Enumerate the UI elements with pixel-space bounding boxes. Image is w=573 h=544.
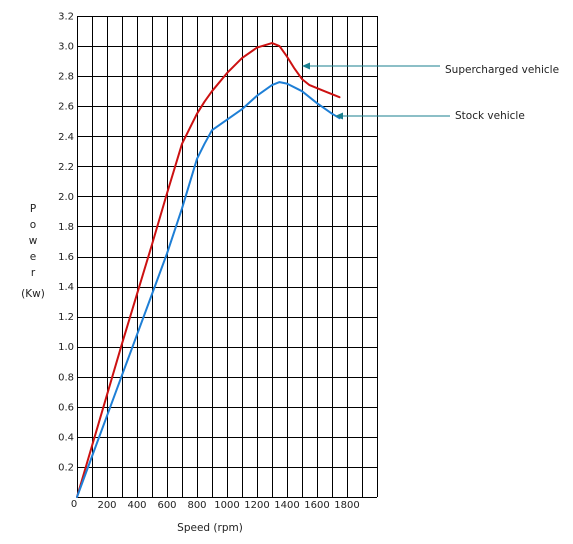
y-axis-title-char: r bbox=[31, 267, 36, 279]
y-axis-title: P o w e r (Kw) bbox=[21, 203, 45, 300]
x-tick-label: 1200 bbox=[244, 500, 269, 511]
y-axis-title-char: P bbox=[30, 203, 36, 215]
series-line-supercharged bbox=[76, 42, 341, 498]
y-axis-title-char: o bbox=[30, 219, 36, 231]
y-axis-ticks: 0.2 0.4 0.6 0.8 1.0 1.2 1.4 1.6 1.8 2.0 2.2 2.4 2.6 2… bbox=[58, 12, 74, 474]
y-tick-label: 3.2 bbox=[58, 12, 74, 23]
x-tick-label: 1000 bbox=[214, 500, 239, 511]
y-tick-label: 3.0 bbox=[58, 42, 74, 53]
legend-arrowhead-stock bbox=[335, 112, 343, 120]
y-tick-label: 2.8 bbox=[58, 72, 74, 83]
y-axis-title-char: e bbox=[30, 251, 36, 263]
y-tick-label: 1.6 bbox=[58, 252, 74, 263]
y-tick-label: 1.8 bbox=[58, 222, 74, 233]
y-axis-unit: (Kw) bbox=[21, 288, 45, 300]
x-tick-label: 800 bbox=[187, 500, 206, 511]
y-tick-label: 2.4 bbox=[58, 132, 74, 143]
y-tick-label: 2.6 bbox=[58, 102, 74, 113]
y-axis-title-char: w bbox=[29, 235, 38, 247]
y-tick-label: 0.8 bbox=[58, 372, 74, 383]
y-tick-label: 2.0 bbox=[58, 192, 74, 203]
x-tick-label: 1800 bbox=[334, 500, 359, 511]
y-tick-label: 1.4 bbox=[58, 282, 74, 293]
x-tick-label: 1600 bbox=[304, 500, 329, 511]
origin-label: 0 bbox=[71, 499, 77, 510]
y-tick-label: 0.4 bbox=[58, 432, 74, 443]
y-tick-label: 2.2 bbox=[58, 162, 74, 173]
legend-label-supercharged: Supercharged vehicle bbox=[445, 64, 559, 76]
x-tick-label: 600 bbox=[157, 500, 176, 511]
y-tick-label: 0.6 bbox=[58, 402, 74, 413]
y-tick-label: 0.2 bbox=[58, 462, 74, 473]
series-lines bbox=[76, 42, 341, 498]
legend-arrowhead-supercharged bbox=[302, 62, 310, 70]
legend-label-stock: Stock vehicle bbox=[455, 110, 525, 122]
series-line-stock bbox=[76, 81, 341, 498]
grid bbox=[77, 16, 378, 498]
y-tick-label: 1.0 bbox=[58, 342, 74, 353]
legend-annotations: Supercharged vehicle Stock vehicle bbox=[302, 62, 559, 122]
x-axis-title: Speed (rpm) bbox=[177, 522, 243, 534]
y-tick-label: 1.2 bbox=[58, 312, 74, 323]
x-tick-label: 200 bbox=[97, 500, 116, 511]
x-axis-ticks: 200 400 600 800 1000 1200 1400 1600 1800 bbox=[97, 500, 359, 511]
x-tick-label: 400 bbox=[127, 500, 146, 511]
x-tick-label: 1400 bbox=[274, 500, 299, 511]
